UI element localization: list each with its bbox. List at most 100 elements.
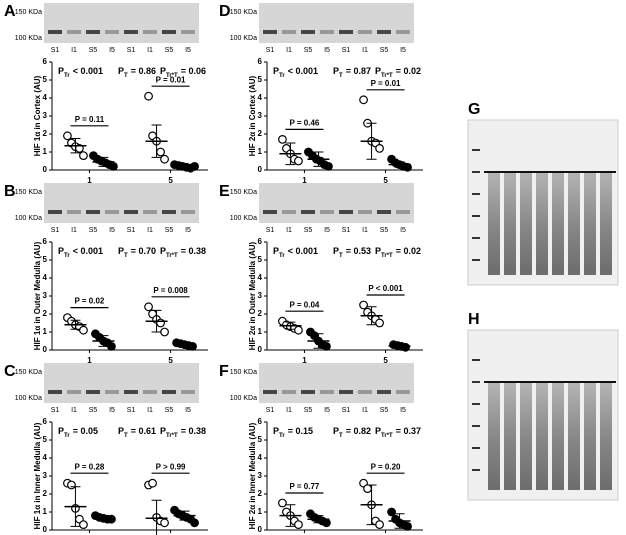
y-axis-label: HIF 2α in Cortex (AU) (248, 75, 257, 156)
stat-subscript: Tr (64, 73, 70, 79)
y-tick-label: 5 (258, 435, 263, 444)
stat-text: = 0.05 (73, 426, 98, 436)
stat-symbol: P (160, 426, 166, 436)
data-point (148, 478, 157, 488)
comparison-label: P = 0.46 (289, 119, 319, 128)
lane-label: I5 (400, 227, 406, 234)
stat: PT = 0.61 (118, 426, 156, 438)
error-bar (179, 164, 190, 169)
stat: PT = 0.70 (118, 246, 156, 258)
stat-symbol: P (273, 246, 279, 256)
stat-subscript: T (124, 253, 128, 259)
blot-band (396, 390, 410, 394)
blot-marker: 150 KDa (230, 369, 257, 376)
comparison-label: P = 0.02 (74, 297, 104, 306)
y-tick-label: 1 (43, 327, 48, 336)
error-bar (313, 333, 324, 349)
blot-band (320, 390, 334, 394)
blot-marker: 100 KDa (15, 395, 42, 402)
data-point (79, 151, 88, 161)
blot-band (377, 30, 391, 34)
stat-text: = 0.15 (288, 426, 313, 436)
blot-band (263, 30, 277, 34)
x-tick-label: 1 (302, 356, 307, 365)
stat-symbol: P (375, 66, 381, 76)
lane-label: S1 (51, 407, 60, 414)
stat-subscript: T (124, 73, 128, 79)
stat-text: = 0.06 (181, 66, 206, 76)
gel-lane (520, 382, 532, 490)
blot-band (301, 390, 315, 394)
gel-lane (504, 172, 516, 275)
data-point (278, 498, 287, 508)
lane-label: I5 (109, 407, 115, 414)
lane-label: I1 (362, 227, 368, 234)
gel-lane (552, 172, 564, 275)
y-tick-label: 0 (258, 165, 263, 174)
y-tick-label: 0 (43, 525, 48, 534)
lane-label: I1 (71, 227, 77, 234)
blot (259, 183, 414, 223)
stat: PTr*T = 0.38 (160, 426, 206, 438)
blot-band (301, 30, 315, 34)
error-bar (394, 513, 405, 529)
stat-text: = 0.82 (346, 426, 371, 436)
y-tick-label: 5 (43, 435, 48, 444)
blot-band (358, 210, 372, 214)
y-tick-label: 6 (43, 417, 48, 426)
data-point (322, 518, 331, 528)
panel-letter: B (4, 183, 16, 200)
blot-marker: 100 KDa (230, 35, 257, 42)
stat-text: = 0.87 (346, 66, 371, 76)
data-point (359, 300, 368, 310)
stat-symbol: P (58, 246, 64, 256)
stat-symbol: P (333, 66, 339, 76)
blot-band (339, 30, 353, 34)
error-bar (179, 510, 190, 521)
data-point (375, 520, 384, 529)
stat-text: = 0.61 (131, 426, 156, 436)
panel-letter: F (219, 363, 229, 380)
lane-label: S1 (342, 47, 351, 54)
lane-label: S5 (380, 227, 389, 234)
lane-label: S1 (127, 47, 136, 54)
x-tick-label: 1 (87, 356, 92, 365)
blot-band (181, 30, 195, 34)
lane-label: I5 (185, 227, 191, 234)
y-tick-label: 4 (258, 273, 263, 282)
data-point (294, 156, 303, 166)
error-bar (98, 156, 109, 167)
blot (44, 363, 199, 403)
stat: PTr < 0.001 (58, 66, 103, 78)
x-tick-label: 5 (383, 176, 388, 185)
stat-symbol: P (273, 66, 279, 76)
comparison-label: P = 0.77 (289, 482, 319, 491)
y-tick-label: 2 (43, 129, 48, 138)
y-tick-label: 2 (258, 309, 263, 318)
stat: PTr*T = 0.02 (375, 66, 421, 78)
blot-band (48, 210, 62, 214)
blot-band (48, 30, 62, 34)
y-tick-label: 1 (43, 507, 48, 516)
lane-label: S1 (51, 47, 60, 54)
lane-label: I5 (324, 47, 330, 54)
gel-lane (568, 382, 580, 490)
gel-lane (536, 172, 548, 275)
lane-label: I5 (324, 407, 330, 414)
blot-band (396, 30, 410, 34)
y-tick-label: 2 (43, 309, 48, 318)
stat-text: = 0.38 (181, 246, 206, 256)
y-tick-label: 6 (258, 57, 263, 66)
data-point (294, 325, 303, 335)
y-tick-label: 4 (43, 93, 48, 102)
error-bar (98, 335, 109, 347)
y-tick-label: 4 (43, 453, 48, 462)
error-bar (285, 142, 296, 166)
y-tick-label: 3 (43, 111, 48, 120)
lane-label: S5 (165, 227, 174, 234)
stat-subscript: Tr (279, 73, 285, 79)
y-tick-label: 3 (43, 471, 48, 480)
lane-label: I1 (362, 47, 368, 54)
data-point (160, 154, 169, 164)
panel-letter: D (219, 3, 231, 20)
